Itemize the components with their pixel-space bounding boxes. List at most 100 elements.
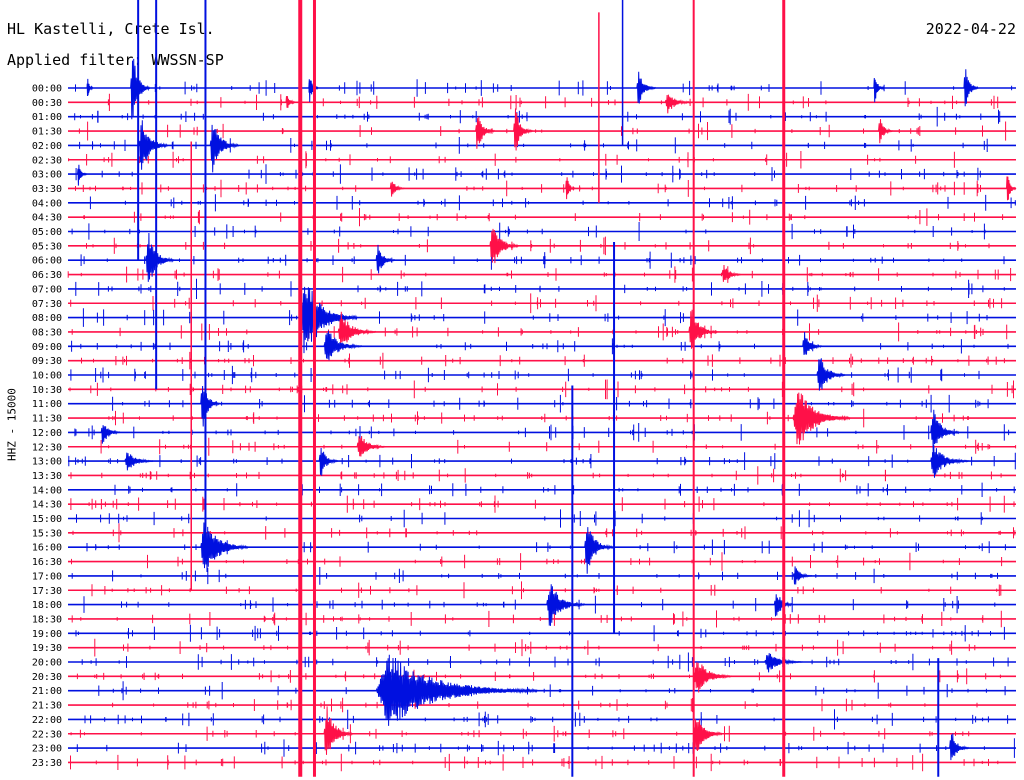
seismic-event: [200, 385, 221, 427]
row-time-label: 23:00: [32, 744, 62, 755]
row-time-label: 11:00: [32, 399, 62, 410]
row-time-label: 08:30: [32, 327, 62, 338]
trace-noise: [86, 539, 1006, 555]
row-time-label: 00:30: [32, 98, 62, 109]
seismic-event: [878, 119, 894, 144]
row-time-label: 01:30: [32, 127, 62, 138]
filter-label: Applied filter: WWSSN-SP: [7, 51, 224, 69]
row-time-label: 05:30: [32, 241, 62, 252]
trace-noise: [107, 93, 999, 111]
seismic-event: [86, 78, 94, 97]
seismic-event: [124, 452, 154, 471]
seismic-event: [584, 527, 614, 574]
row-time-label: 01:00: [32, 112, 62, 123]
seismic-event: [873, 77, 884, 103]
trace-noise: [71, 552, 1003, 571]
seismic-event: [356, 435, 386, 457]
row-time-label: 02:30: [32, 155, 62, 166]
trace-noise: [112, 394, 989, 413]
row-time-label: 09:00: [32, 342, 62, 353]
seismic-event: [664, 94, 694, 114]
seismic-event: [489, 228, 519, 264]
trace-noise: [75, 624, 1005, 642]
row-time-label: 00:00: [32, 84, 62, 95]
trace-noise: [114, 482, 1015, 497]
trace-noise: [100, 437, 1017, 456]
seismic-event: [565, 177, 576, 200]
trace-noise: [71, 610, 1002, 628]
row-time-label: 17:30: [32, 586, 62, 597]
row-time-label: 07:00: [32, 284, 62, 295]
trace-noise: [75, 179, 981, 198]
seismic-event: [721, 264, 742, 282]
row-time-label: 12:30: [32, 442, 62, 453]
seismic-event: [389, 181, 405, 197]
seismic-event: [200, 522, 249, 573]
seismic-event: [299, 286, 358, 354]
row-time-label: 11:30: [32, 414, 62, 425]
trace-noise: [70, 753, 999, 772]
seismic-event: [546, 584, 586, 626]
trace-noise: [70, 365, 980, 385]
row-time-label: 13:00: [32, 457, 62, 468]
seismic-event: [145, 232, 175, 282]
row-time-label: 03:30: [32, 184, 62, 195]
seismic-event: [138, 120, 168, 170]
row-time-label: 12:00: [32, 428, 62, 439]
seismic-event: [475, 116, 495, 149]
trace-noise: [76, 738, 1015, 758]
trace-noise: [76, 668, 1001, 685]
seismic-event: [792, 392, 851, 445]
row-time-label: 05:00: [32, 227, 62, 238]
trace-noise: [67, 266, 1012, 283]
row-time-label: 19:30: [32, 643, 62, 654]
seismic-event: [802, 331, 823, 355]
row-time-label: 02:00: [32, 141, 62, 152]
row-time-label: 14:00: [32, 485, 62, 496]
trace-noise: [75, 278, 1005, 299]
seismic-event: [323, 330, 363, 361]
row-time-label: 18:00: [32, 600, 62, 611]
trace-noise: [89, 194, 1016, 212]
trace-noise: [80, 250, 1005, 270]
row-time-label: 15:30: [32, 528, 62, 539]
trace-noise: [71, 567, 998, 585]
row-time-label: 23:30: [32, 758, 62, 769]
row-time-label: 19:00: [32, 629, 62, 640]
seismic-event: [337, 311, 377, 348]
seismic-event: [100, 425, 121, 444]
row-time-label: 16:00: [32, 543, 62, 554]
seismic-event: [693, 662, 732, 693]
row-time-label: 15:00: [32, 514, 62, 525]
row-time-label: 22:30: [32, 729, 62, 740]
trace-noise: [74, 106, 1001, 127]
seismic-event: [930, 445, 969, 478]
row-time-label: 13:30: [32, 471, 62, 482]
row-time-label: 04:30: [32, 213, 62, 224]
row-time-label: 14:30: [32, 500, 62, 511]
date-label: 2022-04-22: [925, 20, 1016, 38]
row-time-label: 06:30: [32, 270, 62, 281]
seismic-event: [375, 244, 396, 274]
seismic-event: [1006, 176, 1017, 201]
row-time-label: 21:30: [32, 701, 62, 712]
row-time-label: 08:00: [32, 313, 62, 324]
trace-noise: [112, 697, 978, 713]
trace-noise: [94, 638, 976, 657]
seismic-event: [130, 58, 150, 120]
row-time-label: 09:30: [32, 356, 62, 367]
row-time-label: 03:00: [32, 170, 62, 181]
seismic-event: [693, 719, 723, 752]
row-time-label: 17:00: [32, 571, 62, 582]
trace-noise: [70, 495, 1015, 513]
seismic-event: [949, 733, 970, 761]
seismic-event: [375, 654, 538, 726]
trace-noise: [81, 351, 1005, 370]
trace-noise: [68, 452, 1016, 470]
seismic-event: [318, 447, 339, 476]
seismic-event: [323, 706, 353, 755]
trace-noise: [70, 466, 1002, 485]
row-time-label: 18:30: [32, 614, 62, 625]
trace-noise: [79, 137, 988, 154]
